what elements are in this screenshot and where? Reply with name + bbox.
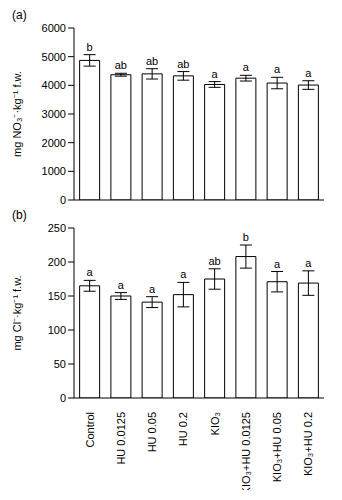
html-text:(b): (b) <box>12 208 27 222</box>
svg-text:ab: ab <box>177 58 189 70</box>
svg-text:a: a <box>180 268 187 280</box>
svg-text:KIO₃+HU 0.2: KIO₃+HU 0.2 <box>302 412 314 476</box>
svg-text:mg Cl⁻·kg⁻¹ f.w.: mg Cl⁻·kg⁻¹ f.w. <box>11 275 23 350</box>
svg-text:a: a <box>243 61 250 73</box>
svg-text:50: 50 <box>54 358 66 370</box>
svg-text:a: a <box>274 258 281 270</box>
html-text:(a): (a) <box>12 8 27 22</box>
svg-text:a: a <box>212 68 219 80</box>
svg-text:b: b <box>87 41 93 53</box>
svg-text:a: a <box>149 283 156 295</box>
svg-text:4000: 4000 <box>42 79 66 91</box>
svg-text:HU 0.0125: HU 0.0125 <box>115 412 127 465</box>
svg-text:a: a <box>87 266 94 278</box>
svg-text:KIO₃+HU 0.05: KIO₃+HU 0.05 <box>271 412 283 482</box>
svg-text:Control: Control <box>84 412 96 447</box>
svg-text:ab: ab <box>115 59 127 71</box>
svg-text:a: a <box>305 257 312 269</box>
svg-text:ab: ab <box>209 255 221 267</box>
svg-text:mg NO₃⁻·kg⁻¹ f.w.: mg NO₃⁻·kg⁻¹ f.w. <box>11 71 23 157</box>
svg-text:HU 0.2: HU 0.2 <box>177 412 189 446</box>
svg-text:HU 0.05: HU 0.05 <box>146 412 158 452</box>
svg-text:0: 0 <box>60 194 66 206</box>
svg-text:a: a <box>305 67 312 79</box>
svg-text:b: b <box>243 231 249 243</box>
svg-text:250: 250 <box>48 222 66 234</box>
svg-text:0: 0 <box>60 392 66 404</box>
svg-text:a: a <box>118 279 125 291</box>
svg-text:ab: ab <box>146 55 158 67</box>
svg-text:KIO₃+HU 0.0125: KIO₃+HU 0.0125 <box>240 412 252 490</box>
svg-text:2000: 2000 <box>42 137 66 149</box>
svg-text:5000: 5000 <box>42 51 66 63</box>
svg-text:KIO₃: KIO₃ <box>209 412 221 435</box>
svg-text:200: 200 <box>48 256 66 268</box>
svg-text:100: 100 <box>48 324 66 336</box>
svg-text:a: a <box>274 63 281 75</box>
svg-text:6000: 6000 <box>42 22 66 34</box>
svg-text:1000: 1000 <box>42 165 66 177</box>
svg-text:3000: 3000 <box>42 108 66 120</box>
svg-text:150: 150 <box>48 290 66 302</box>
